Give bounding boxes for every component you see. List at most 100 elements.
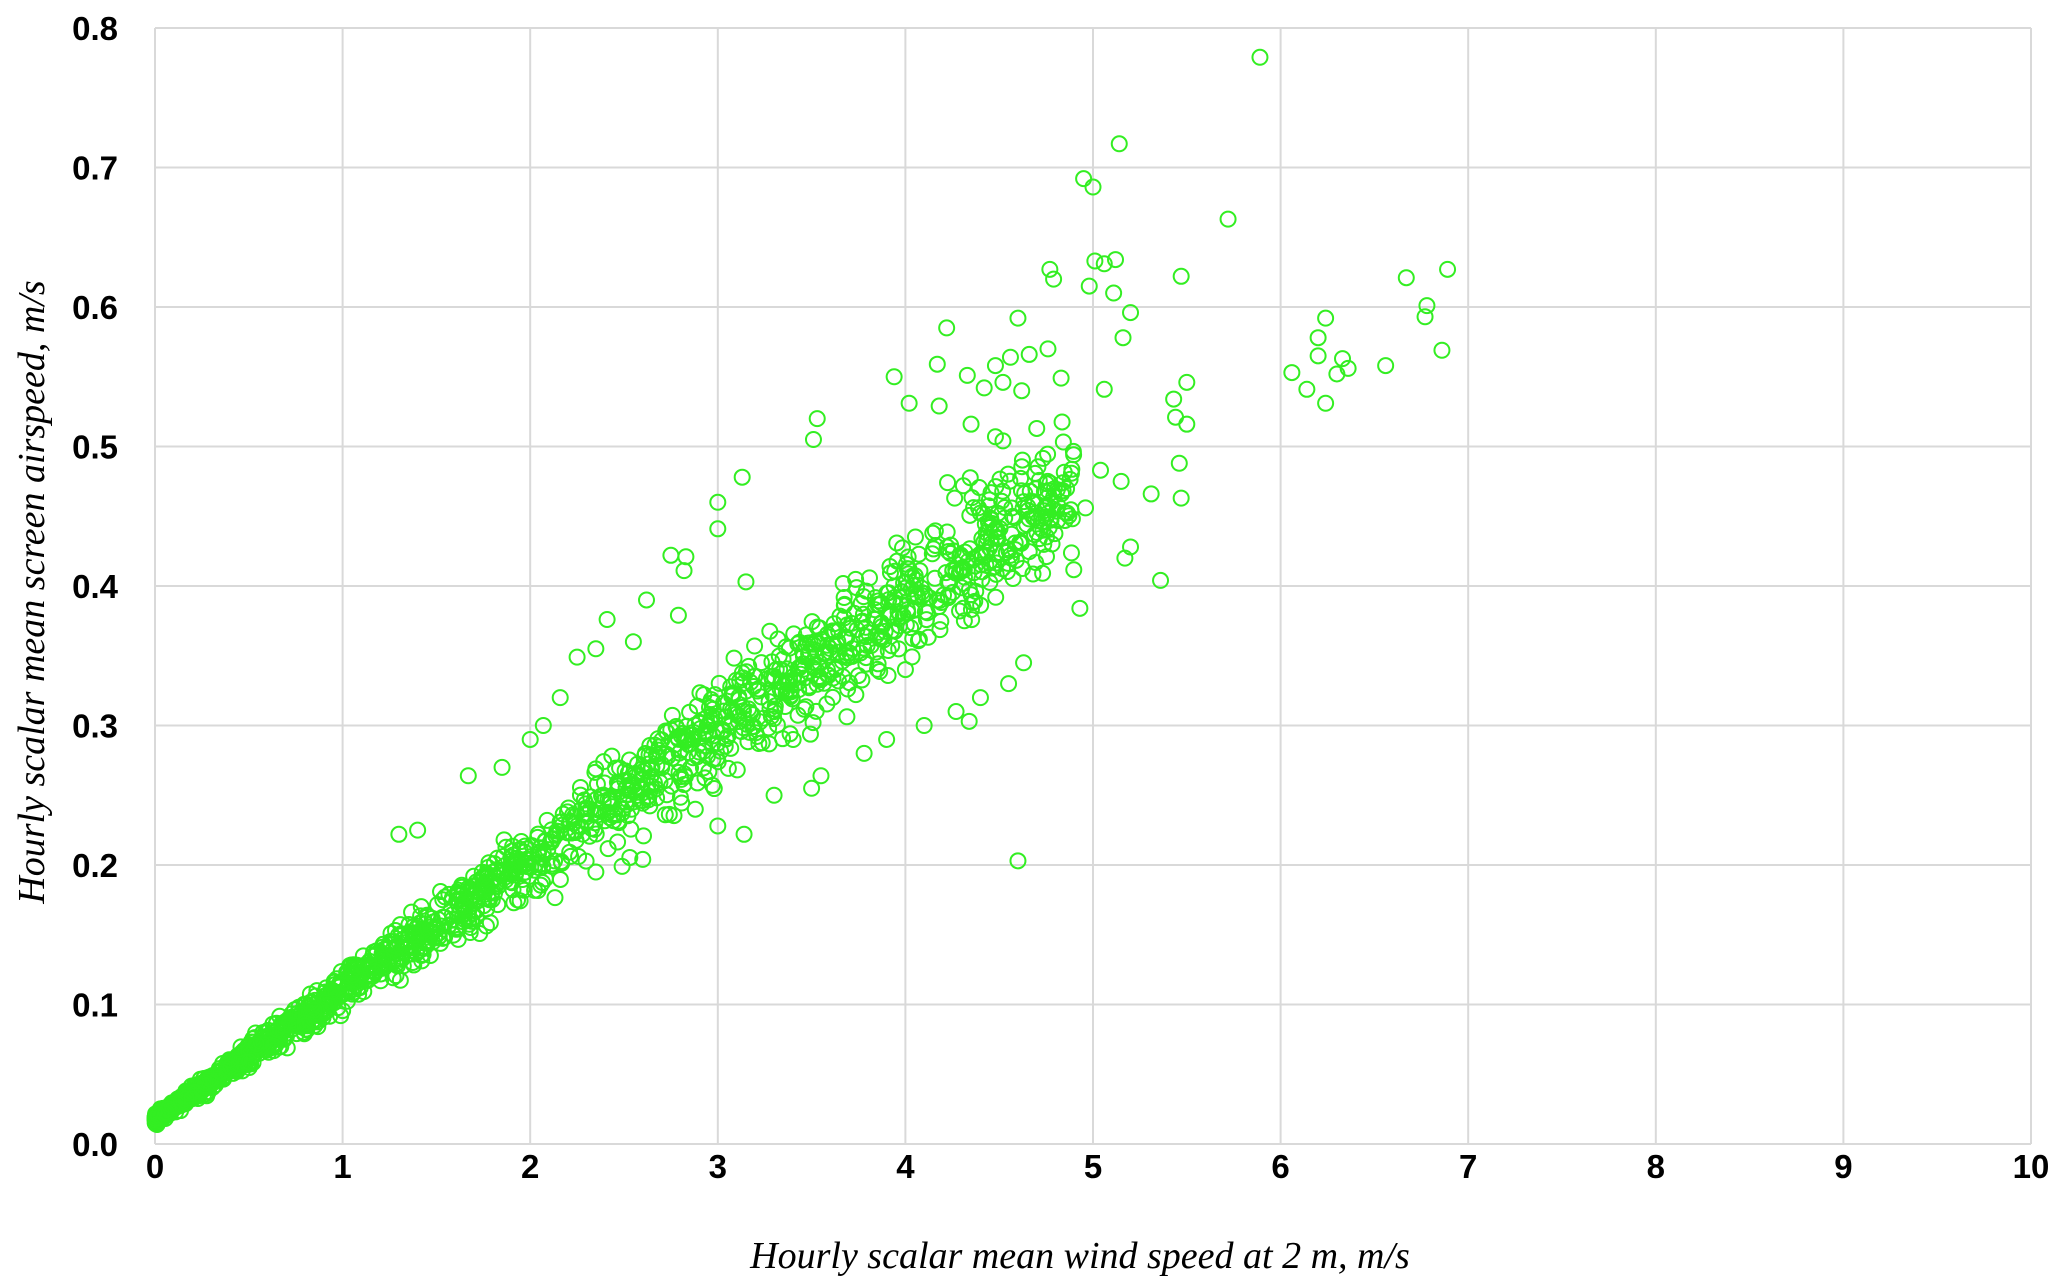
- data-point: [148, 1115, 166, 1133]
- data-point: [808, 410, 826, 428]
- data-point: [1172, 489, 1190, 507]
- data-point: [1178, 415, 1196, 433]
- data-point: [388, 957, 406, 975]
- data-point: [347, 963, 365, 981]
- data-point: [820, 666, 838, 684]
- data-point: [599, 840, 617, 858]
- data-point: [722, 678, 740, 696]
- data-point: [694, 759, 712, 777]
- data-point: [404, 918, 422, 936]
- data-point: [996, 509, 1014, 527]
- data-point: [1167, 408, 1185, 426]
- data-point: [417, 915, 435, 933]
- data-point: [980, 554, 998, 572]
- data-point: [240, 1053, 258, 1071]
- data-point: [924, 524, 942, 542]
- data-point: [571, 778, 589, 796]
- data-point: [869, 655, 887, 673]
- data-point: [963, 611, 981, 629]
- data-point: [1013, 382, 1031, 400]
- data-point: [587, 825, 605, 843]
- data-point: [465, 867, 483, 885]
- data-point: [987, 588, 1005, 606]
- data-point: [1034, 564, 1052, 582]
- data-point: [1013, 559, 1031, 577]
- data-point: [997, 544, 1015, 562]
- data-point: [635, 827, 653, 845]
- data-point: [1039, 340, 1057, 358]
- data-point: [962, 586, 980, 604]
- data-point: [463, 912, 481, 930]
- data-point: [1062, 464, 1080, 482]
- data-point: [977, 542, 995, 560]
- data-point: [1020, 543, 1038, 561]
- data-point: [928, 355, 946, 373]
- data-point: [1084, 178, 1102, 196]
- data-point: [1056, 511, 1074, 529]
- data-point: [1122, 538, 1140, 556]
- data-point: [745, 678, 763, 696]
- data-point: [751, 713, 769, 731]
- data-point: [1219, 210, 1237, 228]
- data-point: [800, 677, 818, 695]
- data-point: [529, 882, 547, 900]
- data-point: [939, 474, 957, 492]
- y-tick-label: 0.1: [72, 987, 118, 1024]
- data-point: [658, 786, 676, 804]
- data-point: [640, 787, 658, 805]
- data-point: [803, 779, 821, 797]
- data-point: [247, 1035, 265, 1053]
- data-point: [847, 570, 865, 588]
- data-point: [904, 630, 922, 648]
- data-point: [897, 573, 915, 591]
- data-point: [393, 939, 411, 957]
- data-point: [404, 954, 422, 972]
- y-tick-label: 0.3: [72, 708, 118, 745]
- data-point: [1317, 309, 1335, 327]
- data-point: [673, 794, 691, 812]
- data-point: [231, 1049, 249, 1067]
- y-tick-label: 0.0: [72, 1126, 118, 1163]
- data-point: [1317, 394, 1335, 412]
- data-point: [1046, 525, 1064, 543]
- data-point: [468, 902, 486, 920]
- data-point: [725, 649, 743, 667]
- data-point: [795, 660, 813, 678]
- data-point: [1092, 461, 1110, 479]
- data-point: [752, 654, 770, 672]
- data-point: [669, 606, 687, 624]
- data-point: [1170, 454, 1188, 472]
- data-point: [1152, 571, 1170, 589]
- data-point: [897, 616, 915, 634]
- data-point: [834, 575, 852, 593]
- data-point: [996, 499, 1014, 517]
- data-point: [722, 739, 740, 757]
- data-point: [636, 761, 654, 779]
- data-point: [642, 777, 660, 795]
- data-point: [860, 569, 878, 587]
- data-point: [938, 319, 956, 337]
- data-point: [432, 883, 450, 901]
- data-point: [419, 933, 437, 951]
- data-point: [961, 506, 979, 524]
- data-point: [699, 747, 717, 765]
- data-point: [954, 599, 972, 617]
- data-point: [230, 1055, 248, 1073]
- data-point: [986, 357, 1004, 375]
- data-point: [562, 847, 580, 865]
- data-point: [944, 542, 962, 560]
- data-point: [962, 415, 980, 433]
- data-point: [838, 708, 856, 726]
- data-point: [1037, 548, 1055, 566]
- data-point: [956, 543, 974, 561]
- data-point: [552, 853, 570, 871]
- data-point: [999, 554, 1017, 572]
- x-tick-label: 1: [333, 1148, 351, 1185]
- data-point: [879, 641, 897, 659]
- data-point: [1418, 297, 1436, 315]
- data-point: [596, 812, 614, 830]
- x-tick-label: 8: [1647, 1148, 1665, 1185]
- data-point: [1142, 485, 1160, 503]
- data-point: [734, 698, 752, 716]
- x-tick-label: 2: [521, 1148, 539, 1185]
